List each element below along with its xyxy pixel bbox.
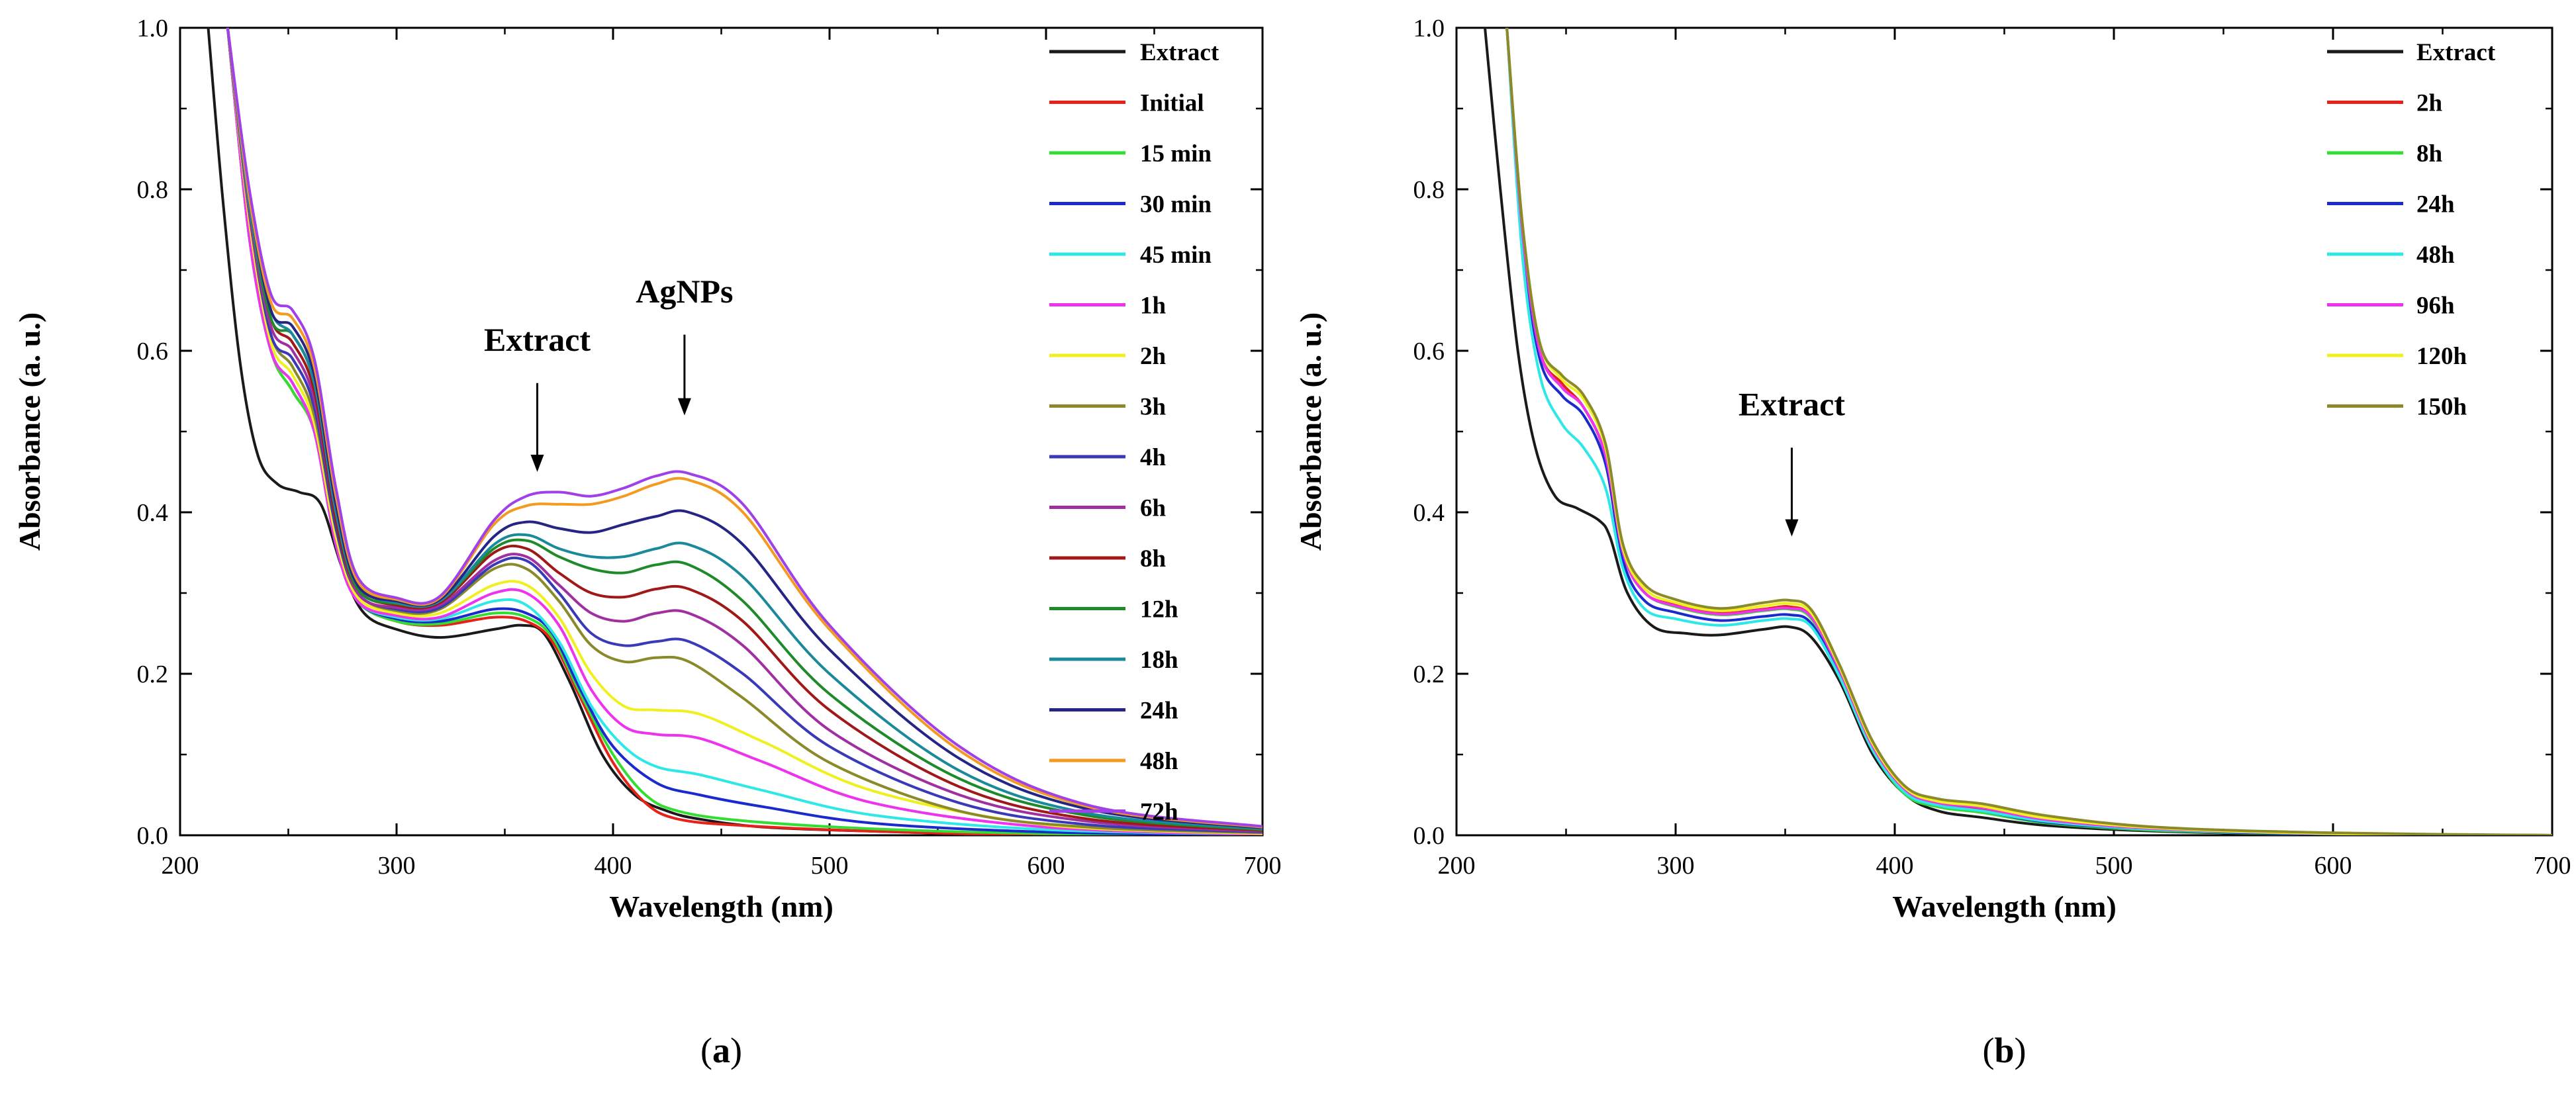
- series-line-3h: [226, 28, 1263, 835]
- legend-label: 24h: [1140, 698, 1178, 725]
- series-line-96h: [1505, 28, 2552, 835]
- series-line-150h: [1505, 28, 2552, 835]
- legend-label: 48h: [1140, 748, 1178, 775]
- legend-label: 120h: [2416, 343, 2467, 370]
- x-axis-label: Wavelength (nm): [609, 890, 834, 923]
- y-tick-label: 0.8: [1413, 176, 1445, 204]
- x-tick-label: 300: [378, 852, 416, 880]
- series-line-15-min: [226, 28, 1263, 835]
- x-tick-label: 600: [1027, 852, 1065, 880]
- y-tick-label: 0.4: [1413, 499, 1445, 527]
- legend-label: 72h: [1140, 799, 1178, 826]
- y-tick-label: 1.0: [1413, 15, 1445, 42]
- legend-label: 1h: [1140, 293, 1167, 320]
- legend-label: 12h: [1140, 596, 1178, 623]
- legend-label: 8h: [1140, 545, 1167, 573]
- y-tick-label: 0.8: [137, 176, 169, 204]
- series-line-8h: [1505, 28, 2552, 835]
- legend-label: 6h: [1140, 495, 1167, 522]
- series-group: [1484, 28, 2552, 835]
- series-line-30-min: [226, 28, 1263, 835]
- annotation-arrow-head: [677, 398, 691, 416]
- x-axis-label-unit: (nm): [2054, 890, 2117, 923]
- series-line-120h: [1505, 28, 2552, 835]
- panel-label: (a): [700, 1031, 742, 1070]
- legend-label: 2h: [2416, 90, 2443, 117]
- annotation-label: Extract: [1739, 386, 1845, 423]
- series-line-48h: [1505, 28, 2552, 835]
- panel-label-letter: b: [1994, 1031, 2014, 1070]
- legend-label: Extract: [2416, 39, 2496, 66]
- legend-label: Extract: [1140, 39, 1219, 66]
- x-axis-label: Wavelength (nm): [1892, 890, 2117, 923]
- plot-frame: [1455, 26, 2553, 837]
- series-group: [207, 28, 1263, 835]
- series-line-18h: [226, 28, 1263, 831]
- x-tick-label: 400: [595, 852, 632, 880]
- series-line-24h: [226, 28, 1263, 829]
- x-tick-label: 400: [1876, 852, 1914, 880]
- legend-label: 3h: [1140, 394, 1167, 421]
- x-tick-label: 300: [1657, 852, 1695, 880]
- series-line-1h: [226, 28, 1263, 835]
- annotation-label: Extract: [484, 321, 591, 358]
- plot-frame: [179, 26, 1264, 837]
- x-tick-label: 500: [811, 852, 849, 880]
- x-tick-label: 500: [2095, 852, 2133, 880]
- x-axis-label-name: Wavelength: [609, 890, 771, 923]
- series-line-45-min: [226, 28, 1263, 835]
- x-tick-label: 700: [1244, 852, 1282, 880]
- legend-label: 18h: [1140, 647, 1178, 674]
- legend-label: 4h: [1140, 444, 1167, 471]
- y-axis-label: Absorbance (a. u.): [13, 312, 46, 551]
- legend-label: Initial: [1140, 90, 1204, 117]
- y-tick-label: 0.2: [137, 661, 169, 688]
- legend-label: 30 min: [1140, 191, 1212, 218]
- series-line-extract: [1484, 28, 2552, 835]
- y-tick-label: 0.0: [137, 822, 169, 850]
- legend-label: 96h: [2416, 293, 2455, 320]
- series-line-4h: [226, 28, 1263, 834]
- x-tick-label: 600: [2314, 852, 2352, 880]
- y-tick-label: 0.0: [1413, 822, 1445, 850]
- panel-label: (b): [1982, 1031, 2026, 1070]
- series-line-initial: [226, 28, 1263, 835]
- y-axis-label: Absorbance (a. u.): [1294, 312, 1327, 551]
- series-line-72h: [226, 28, 1263, 828]
- annotation-arrow-head: [1785, 519, 1799, 537]
- annotation-arrow-head: [530, 455, 544, 472]
- legend: Extract Initial 15 min 30 min 45 min 1h 2h 3h 4h…: [1049, 39, 1219, 826]
- series-line-2h: [1505, 28, 2552, 835]
- y-tick-label: 1.0: [137, 15, 169, 42]
- panel-label-letter: a: [712, 1031, 730, 1070]
- x-tick-label: 200: [1438, 852, 1476, 880]
- legend-label: 150h: [2416, 394, 2467, 421]
- legend: Extract 2h 8h 24h 48h 96h 120h 150h: [2327, 39, 2496, 421]
- x-axis-label-name: Wavelength: [1892, 890, 2054, 923]
- x-axis-label-unit: (nm): [771, 890, 834, 923]
- legend-label: 15 min: [1140, 140, 1212, 167]
- y-tick-label: 0.4: [137, 499, 169, 527]
- y-tick-label: 0.6: [1413, 338, 1445, 365]
- series-line-6h: [226, 28, 1263, 833]
- series-line-8h: [226, 28, 1263, 832]
- legend-label: 8h: [2416, 140, 2443, 167]
- legend-label: 45 min: [1140, 242, 1212, 269]
- legend-label: 2h: [1140, 343, 1167, 370]
- x-tick-label: 700: [2534, 852, 2571, 880]
- panel-b: 200 300 400 500 600 700 0.0 0.2 0.4 0.6 0.8 1.0 Wave…: [1294, 15, 2571, 1070]
- series-line-24h: [1505, 28, 2552, 835]
- x-tick-label: 200: [162, 852, 199, 880]
- legend-label: 48h: [2416, 242, 2455, 269]
- y-tick-label: 0.2: [1413, 661, 1445, 688]
- panel-a: 200 300 400 500 600 700 0.0 0.2 0.4 0.6 0.8 1.0 Wave…: [13, 15, 1282, 1070]
- annotation-label: AgNPs: [636, 273, 733, 310]
- series-line-2h: [226, 28, 1263, 835]
- y-tick-label: 0.6: [137, 338, 169, 365]
- series-line-48h: [226, 28, 1263, 829]
- legend-label: 24h: [2416, 191, 2455, 218]
- series-line-extract: [207, 28, 1263, 835]
